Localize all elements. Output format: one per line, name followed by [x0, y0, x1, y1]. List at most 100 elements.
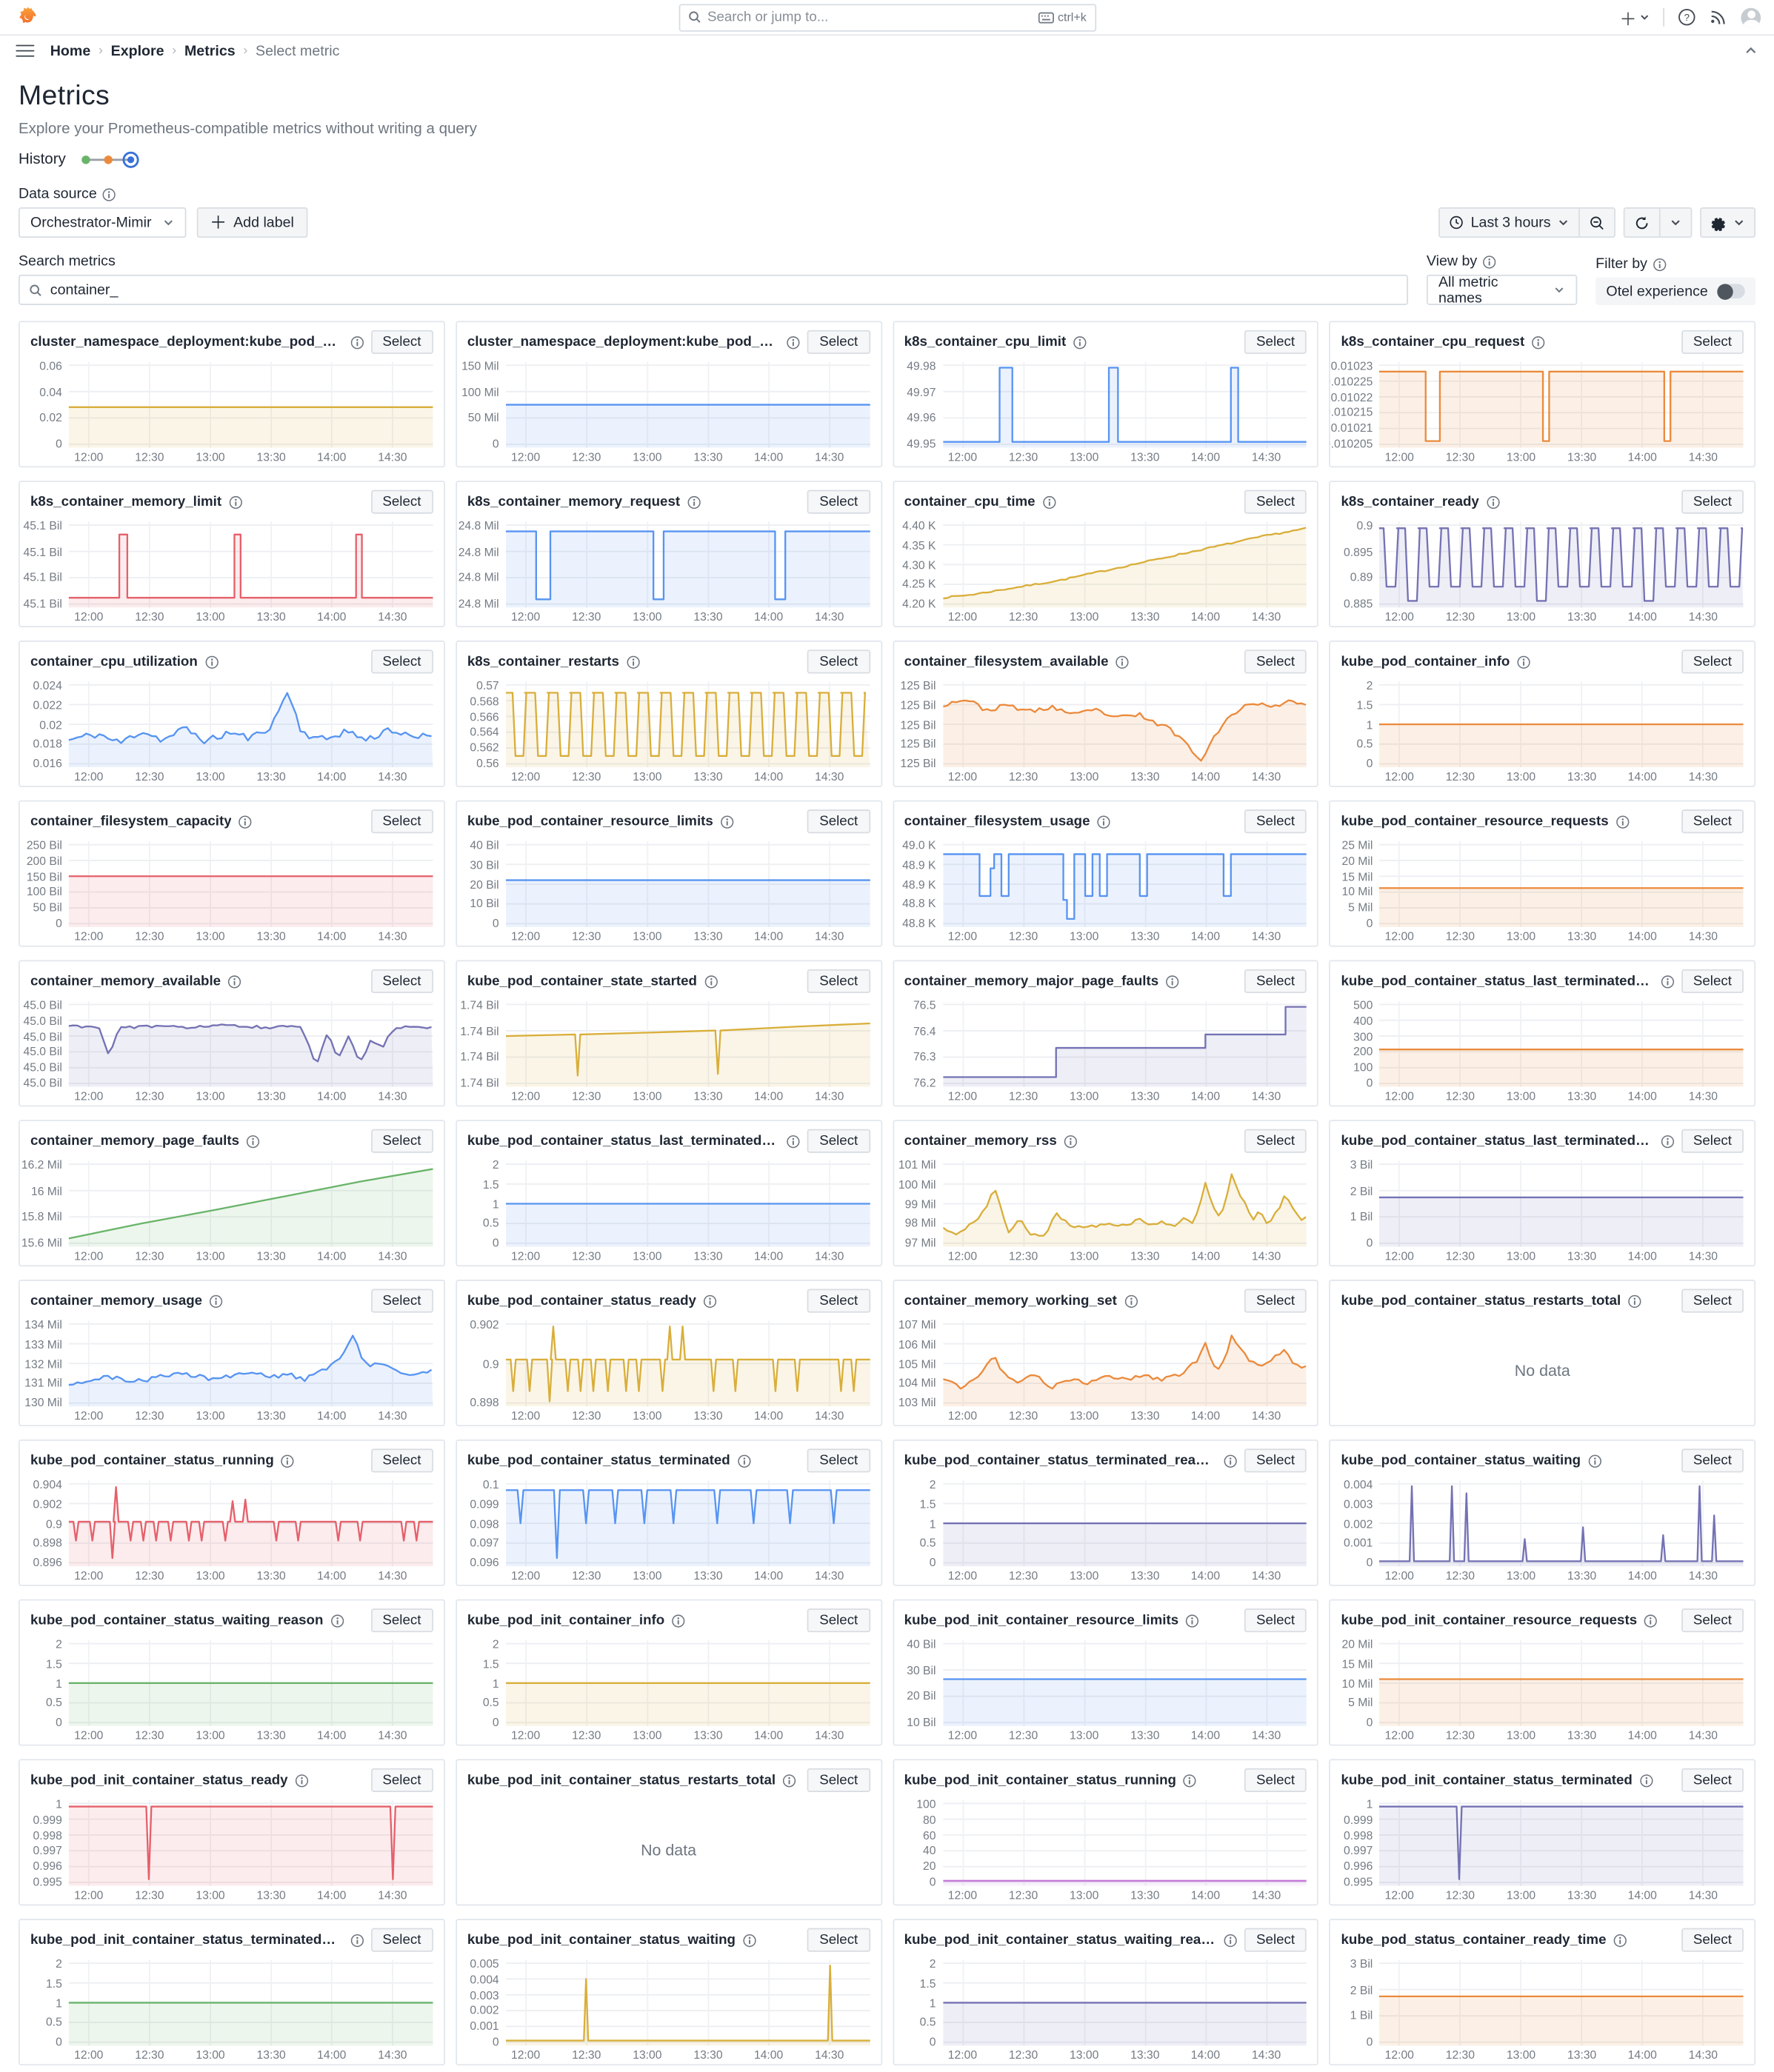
select-button[interactable]: Select	[1244, 1768, 1307, 1792]
info-icon[interactable]	[227, 974, 242, 989]
info-icon[interactable]	[671, 1613, 686, 1628]
settings-button[interactable]	[1701, 209, 1754, 236]
info-icon[interactable]	[1660, 974, 1675, 989]
info-icon[interactable]	[1223, 1454, 1238, 1468]
data-source-picker[interactable]: Orchestrator-Mimir	[18, 207, 186, 238]
select-button[interactable]: Select	[1681, 1928, 1744, 1952]
select-button[interactable]: Select	[1244, 1448, 1307, 1473]
info-icon[interactable]	[1653, 257, 1667, 272]
info-icon[interactable]	[704, 974, 718, 989]
info-icon[interactable]	[350, 1933, 364, 1948]
info-icon[interactable]	[1223, 1933, 1238, 1948]
select-button[interactable]: Select	[370, 330, 433, 354]
news-rss-icon[interactable]	[1710, 8, 1728, 27]
info-icon[interactable]	[295, 1773, 310, 1788]
info-icon[interactable]	[228, 495, 243, 509]
select-button[interactable]: Select	[1681, 330, 1744, 354]
zoom-out-button[interactable]	[1580, 209, 1614, 236]
info-icon[interactable]	[1660, 1134, 1675, 1149]
select-button[interactable]: Select	[807, 1448, 870, 1473]
breadcrumb-item[interactable]: Metrics	[184, 42, 236, 59]
history-timeline-widget[interactable]	[78, 150, 141, 169]
select-button[interactable]: Select	[807, 1608, 870, 1633]
info-icon[interactable]	[204, 655, 219, 669]
select-button[interactable]: Select	[1244, 1608, 1307, 1633]
view-by-select[interactable]: All metric names	[1426, 274, 1578, 306]
select-button[interactable]: Select	[370, 1608, 433, 1633]
select-button[interactable]: Select	[1244, 649, 1307, 674]
select-button[interactable]: Select	[1244, 1289, 1307, 1313]
info-icon[interactable]	[1064, 1134, 1078, 1149]
info-icon[interactable]	[787, 335, 801, 350]
select-button[interactable]: Select	[370, 1768, 433, 1792]
info-icon[interactable]	[1486, 495, 1501, 509]
info-icon[interactable]	[1615, 814, 1630, 829]
select-button[interactable]: Select	[1244, 1129, 1307, 1153]
select-button[interactable]: Select	[370, 969, 433, 994]
info-icon[interactable]	[330, 1613, 344, 1628]
info-icon[interactable]	[281, 1454, 296, 1468]
select-button[interactable]: Select	[807, 649, 870, 674]
select-button[interactable]: Select	[370, 489, 433, 514]
info-icon[interactable]	[1627, 1294, 1642, 1309]
select-button[interactable]: Select	[370, 1289, 433, 1313]
select-button[interactable]: Select	[1244, 330, 1307, 354]
info-icon[interactable]	[1096, 814, 1111, 829]
select-button[interactable]: Select	[370, 1129, 433, 1153]
select-button[interactable]: Select	[807, 1768, 870, 1792]
select-button[interactable]: Select	[1681, 969, 1744, 994]
refresh-interval-dropdown[interactable]	[1661, 209, 1691, 236]
select-button[interactable]: Select	[807, 1928, 870, 1952]
select-button[interactable]: Select	[1681, 1608, 1744, 1633]
info-icon[interactable]	[1073, 335, 1087, 350]
info-icon[interactable]	[1516, 655, 1531, 669]
info-icon[interactable]	[246, 1134, 261, 1149]
info-icon[interactable]	[1115, 655, 1130, 669]
info-icon[interactable]	[1042, 495, 1057, 509]
select-button[interactable]: Select	[1244, 969, 1307, 994]
info-icon[interactable]	[1613, 1933, 1627, 1948]
select-button[interactable]: Select	[807, 809, 870, 834]
select-button[interactable]: Select	[807, 1289, 870, 1313]
select-button[interactable]: Select	[1244, 489, 1307, 514]
info-icon[interactable]	[1183, 1773, 1198, 1788]
info-icon[interactable]	[239, 814, 253, 829]
select-button[interactable]: Select	[370, 1928, 433, 1952]
breadcrumb-item[interactable]: Home	[50, 42, 91, 59]
info-icon[interactable]	[1587, 1454, 1602, 1468]
new-button[interactable]: ＋	[1619, 4, 1650, 30]
info-icon[interactable]	[782, 1773, 797, 1788]
info-icon[interactable]	[1639, 1773, 1654, 1788]
select-button[interactable]: Select	[370, 649, 433, 674]
info-icon[interactable]	[1644, 1613, 1658, 1628]
select-button[interactable]: Select	[1681, 1448, 1744, 1473]
breadcrumb-item[interactable]: Explore	[110, 42, 164, 59]
select-button[interactable]: Select	[370, 809, 433, 834]
info-icon[interactable]	[1482, 254, 1497, 269]
add-label-button[interactable]: ＋ Add label	[196, 207, 307, 238]
select-button[interactable]: Select	[1244, 1928, 1307, 1952]
select-button[interactable]: Select	[1681, 489, 1744, 514]
grafana-logo-icon[interactable]	[16, 6, 38, 28]
info-icon[interactable]	[737, 1454, 752, 1468]
scroll-top-icon[interactable]	[1744, 44, 1758, 59]
info-icon[interactable]	[209, 1294, 224, 1309]
info-icon[interactable]	[1124, 1294, 1138, 1309]
global-search-input[interactable]: Search or jump to... ctrl+k	[678, 3, 1096, 31]
menu-toggle-icon[interactable]	[16, 44, 35, 58]
info-icon[interactable]	[626, 655, 641, 669]
select-button[interactable]: Select	[807, 969, 870, 994]
info-icon[interactable]	[350, 335, 364, 350]
info-icon[interactable]	[742, 1933, 757, 1948]
select-button[interactable]: Select	[807, 330, 870, 354]
select-button[interactable]: Select	[807, 489, 870, 514]
otel-experience-switch[interactable]	[1717, 283, 1745, 299]
user-avatar[interactable]	[1741, 7, 1761, 27]
search-metrics-input[interactable]: container_	[18, 274, 1408, 305]
select-button[interactable]: Select	[1681, 1768, 1744, 1792]
select-button[interactable]: Select	[1681, 809, 1744, 834]
help-icon[interactable]: ?	[1678, 8, 1696, 27]
refresh-button[interactable]	[1624, 209, 1658, 236]
info-icon[interactable]	[102, 187, 117, 201]
info-icon[interactable]	[787, 1134, 801, 1149]
